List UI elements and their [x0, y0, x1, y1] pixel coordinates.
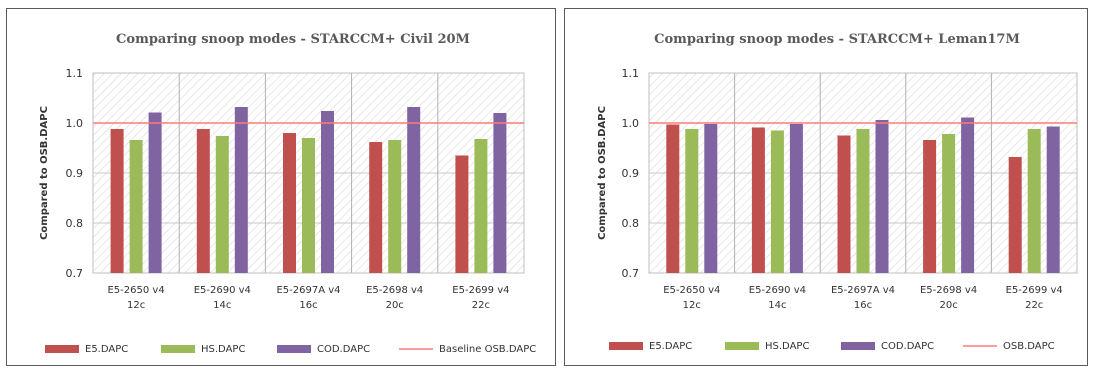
bar-e5-dapc [751, 127, 765, 273]
x-tick-label: 20c [386, 300, 404, 311]
x-tick-label: 22c [1025, 300, 1043, 311]
y-tick-label: 0.9 [622, 167, 640, 180]
x-tick-label: 20c [939, 300, 957, 311]
x-tick-label: 16c [854, 300, 872, 311]
bar-cod-dapc [704, 124, 718, 273]
y-tick-label: 1.1 [66, 67, 84, 80]
chart-panel-civil: Comparing snoop modes - STARCCM+ Civil 2… [6, 8, 556, 366]
x-tick-label: 12c [683, 300, 701, 311]
x-tick-label: E5-2698 v4 [920, 285, 977, 296]
bar-e5-dapc [196, 129, 210, 273]
y-axis-label: Compared to OSB.DAPC [597, 106, 608, 240]
x-tick-label: E5-2690 v4 [749, 285, 806, 296]
bar-e5-dapc [837, 135, 851, 273]
bar-hs-dapc [215, 136, 229, 273]
bar-e5-dapc [1008, 157, 1022, 273]
x-tick-label: 12c [127, 300, 145, 311]
bar-e5-dapc [283, 133, 296, 273]
x-tick-label: 22c [472, 300, 490, 311]
bar-cod-dapc [407, 107, 421, 273]
legend-label: OSB.DAPC [1003, 341, 1055, 352]
y-axis-label: Compared to OSB.DAPC [39, 106, 50, 240]
bar-e5-dapc [455, 155, 469, 273]
bar-hs-dapc [474, 139, 488, 273]
legend-swatch [161, 345, 195, 353]
bar-e5-dapc [666, 124, 680, 273]
legend-swatch [277, 345, 311, 353]
legend-label: E5.DAPC [649, 341, 692, 352]
chart-title: Comparing snoop modes - STARCCM+ Leman17… [654, 32, 1020, 47]
legend-label: COD.DAPC [881, 341, 934, 352]
y-tick-label: 0.7 [622, 267, 640, 280]
bar-e5-dapc [110, 129, 124, 273]
y-tick-label: 0.9 [66, 167, 84, 180]
x-tick-label: E5-2650 v4 [107, 285, 164, 296]
x-tick-label: E5-2698 v4 [366, 285, 423, 296]
chart-svg-civil: Comparing snoop modes - STARCCM+ Civil 2… [39, 32, 536, 355]
x-tick-label: E5-2699 v4 [452, 285, 509, 296]
legend-label: E5.DAPC [85, 344, 128, 355]
bar-hs-dapc [856, 129, 870, 273]
bar-hs-dapc [388, 140, 402, 273]
legend-swatch [841, 342, 875, 350]
y-tick-label: 0.8 [66, 217, 84, 230]
bar-e5-dapc [369, 142, 383, 273]
bar-cod-dapc [961, 117, 975, 273]
legend-label: HS.DAPC [765, 341, 809, 352]
x-tick-label: 14c [768, 300, 786, 311]
y-tick-label: 1.1 [622, 67, 640, 80]
bar-hs-dapc [1027, 129, 1041, 273]
y-tick-label: 1.0 [622, 117, 640, 130]
chart-panel-leman: Comparing snoop modes - STARCCM+ Leman17… [564, 8, 1088, 366]
x-tick-label: E5-2697A v4 [276, 285, 340, 296]
bar-cod-dapc [234, 107, 248, 273]
x-tick-label: E5-2699 v4 [1006, 285, 1063, 296]
bar-hs-dapc [770, 130, 784, 273]
bar-cod-dapc [875, 120, 889, 273]
bar-hs-dapc [942, 134, 956, 273]
x-tick-label: E5-2697A v4 [831, 285, 895, 296]
chart-title: Comparing snoop modes - STARCCM+ Civil 2… [116, 32, 470, 47]
legend-label: COD.DAPC [317, 344, 370, 355]
bar-e5-dapc [923, 140, 937, 273]
y-tick-label: 1.0 [66, 117, 84, 130]
bar-cod-dapc [148, 112, 162, 273]
x-tick-label: E5-2650 v4 [663, 285, 720, 296]
legend-swatch [609, 342, 643, 350]
bar-cod-dapc [321, 111, 334, 273]
bar-cod-dapc [1046, 126, 1060, 273]
chart-svg-leman: Comparing snoop modes - STARCCM+ Leman17… [597, 32, 1078, 352]
bar-hs-dapc [302, 138, 315, 273]
bar-cod-dapc [789, 124, 803, 273]
x-tick-label: E5-2690 v4 [194, 285, 251, 296]
y-tick-label: 0.8 [622, 217, 640, 230]
bar-hs-dapc [129, 140, 143, 273]
y-tick-label: 0.7 [66, 267, 84, 280]
legend-label: Baseline OSB.DAPC [439, 344, 536, 355]
x-tick-label: 14c [213, 300, 231, 311]
legend-label: HS.DAPC [201, 344, 245, 355]
bar-cod-dapc [493, 113, 507, 273]
legend-swatch [45, 345, 79, 353]
bar-hs-dapc [685, 129, 699, 273]
legend-swatch [725, 342, 759, 350]
x-tick-label: 16c [299, 300, 317, 311]
